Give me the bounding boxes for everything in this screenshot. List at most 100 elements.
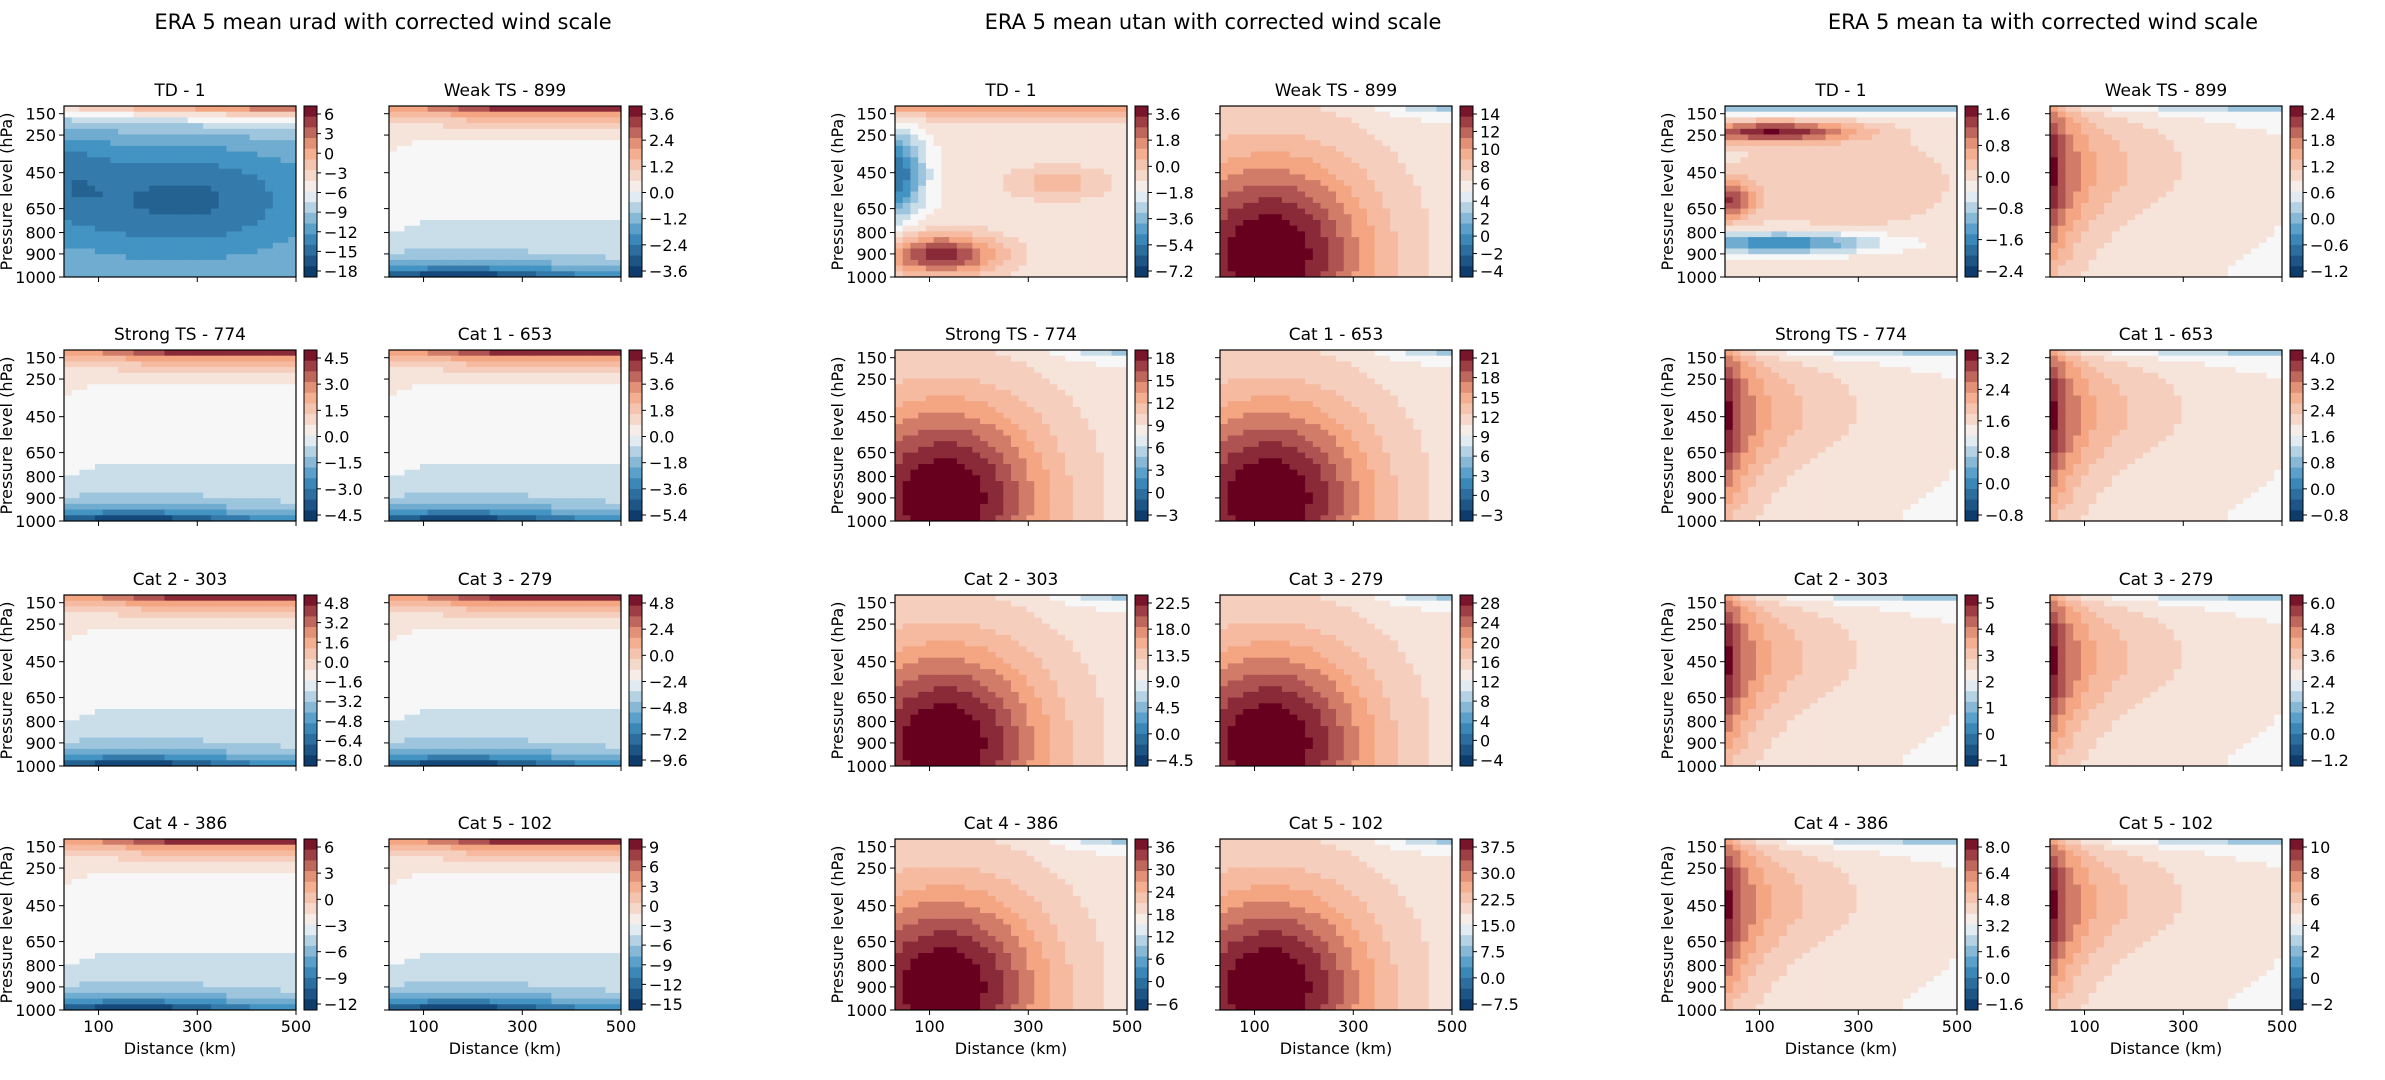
heatmap-cell xyxy=(187,623,197,630)
heatmap-cell xyxy=(94,703,104,710)
heatmap-cell xyxy=(141,498,150,505)
heatmap-cell xyxy=(203,220,212,227)
heatmap-cell xyxy=(505,214,514,221)
heatmap-cell xyxy=(187,407,197,414)
heatmap-cell xyxy=(458,458,467,465)
heatmap-cell xyxy=(543,117,552,124)
heatmap-cell xyxy=(79,464,88,471)
heatmap-cell xyxy=(195,106,204,113)
heatmap-cell xyxy=(265,595,274,602)
colorbar-segment xyxy=(304,234,317,246)
heatmap-cell xyxy=(118,674,127,682)
heatmap-cell xyxy=(605,367,614,374)
heatmap-cell xyxy=(94,464,104,471)
heatmap-cell xyxy=(528,384,537,391)
heatmap-cell xyxy=(257,595,266,602)
heatmap-cell xyxy=(466,350,475,357)
heatmap-cell xyxy=(458,140,467,147)
heatmap-cell xyxy=(466,145,475,153)
colorbar-tick-label: −15 xyxy=(324,242,358,261)
heatmap-cell xyxy=(272,646,282,653)
heatmap-cell xyxy=(489,623,498,630)
heatmap-cell xyxy=(125,202,135,210)
heatmap-cell xyxy=(543,350,552,357)
heatmap-cell xyxy=(164,242,173,250)
heatmap-cell xyxy=(241,271,251,277)
heatmap-cell xyxy=(505,242,514,250)
heatmap-cell xyxy=(280,720,289,727)
heatmap-cell xyxy=(133,435,142,442)
heatmap-cell xyxy=(505,606,514,613)
heatmap-cell xyxy=(234,191,243,198)
heatmap-cell xyxy=(102,515,111,521)
heatmap-cell xyxy=(203,663,212,670)
heatmap-cell xyxy=(566,498,576,505)
heatmap-cell xyxy=(520,202,529,210)
heatmap-cell xyxy=(210,737,220,744)
colorbar-segment xyxy=(304,648,317,660)
heatmap-cell xyxy=(551,151,560,158)
heatmap-cell xyxy=(234,151,243,158)
heatmap-cell xyxy=(427,254,436,261)
heatmap-cell xyxy=(234,367,243,374)
heatmap-cell xyxy=(566,407,576,414)
heatmap-cell xyxy=(94,106,104,113)
heatmap-cell xyxy=(288,106,296,113)
colorbar-segment xyxy=(629,138,642,150)
heatmap-cell xyxy=(71,367,81,374)
heatmap-cell xyxy=(582,395,591,402)
heatmap-cell xyxy=(272,509,282,516)
heatmap-cell xyxy=(404,134,413,141)
heatmap-cell xyxy=(450,492,460,499)
heatmap-cell xyxy=(481,492,491,499)
heatmap-cell xyxy=(110,231,119,238)
heatmap-cell xyxy=(505,168,514,175)
heatmap-cell xyxy=(574,208,583,215)
heatmap-cell xyxy=(187,600,197,607)
heatmap-cell xyxy=(272,401,282,408)
heatmap-cell xyxy=(272,697,282,704)
heatmap-cell xyxy=(257,271,266,277)
heatmap-cell xyxy=(520,389,529,397)
heatmap-cell xyxy=(102,134,111,141)
heatmap-cell xyxy=(458,629,467,636)
heatmap-cell xyxy=(466,134,475,141)
heatmap-cell xyxy=(102,674,111,682)
heatmap-cell xyxy=(272,435,282,442)
heatmap-cell xyxy=(234,458,243,465)
heatmap-cell xyxy=(218,254,227,261)
heatmap-cell xyxy=(241,634,251,642)
heatmap-cell xyxy=(288,748,296,756)
heatmap-cell xyxy=(512,503,522,511)
heatmap-cell xyxy=(590,106,599,113)
heatmap-cell xyxy=(404,475,413,482)
heatmap-cell xyxy=(164,407,173,414)
heatmap-cell xyxy=(528,446,537,454)
heatmap-cell xyxy=(195,350,204,357)
heatmap-cell xyxy=(187,606,197,613)
heatmap-cell xyxy=(520,464,529,471)
heatmap-cell xyxy=(156,452,166,459)
heatmap-cell xyxy=(419,242,429,250)
heatmap-cell xyxy=(195,714,204,721)
heatmap-cell xyxy=(535,128,545,136)
heatmap-cell xyxy=(125,441,135,448)
heatmap-cell xyxy=(443,220,452,227)
heatmap-cell xyxy=(280,486,289,494)
heatmap-cell xyxy=(149,726,158,733)
heatmap-cell xyxy=(389,123,398,130)
heatmap-cell xyxy=(520,248,529,255)
heatmap-cell xyxy=(141,128,150,136)
heatmap-cell xyxy=(110,202,119,210)
heatmap-cell xyxy=(64,714,73,721)
heatmap-cell xyxy=(566,140,576,147)
heatmap-cell xyxy=(187,652,197,659)
heatmap-cell xyxy=(443,600,452,607)
heatmap-cell xyxy=(102,657,111,664)
heatmap-cell xyxy=(280,106,289,113)
heatmap-cell xyxy=(450,140,460,147)
heatmap-cell xyxy=(597,612,607,619)
heatmap-cell xyxy=(210,145,220,153)
heatmap-cell xyxy=(257,634,266,642)
heatmap-cell xyxy=(234,731,243,739)
